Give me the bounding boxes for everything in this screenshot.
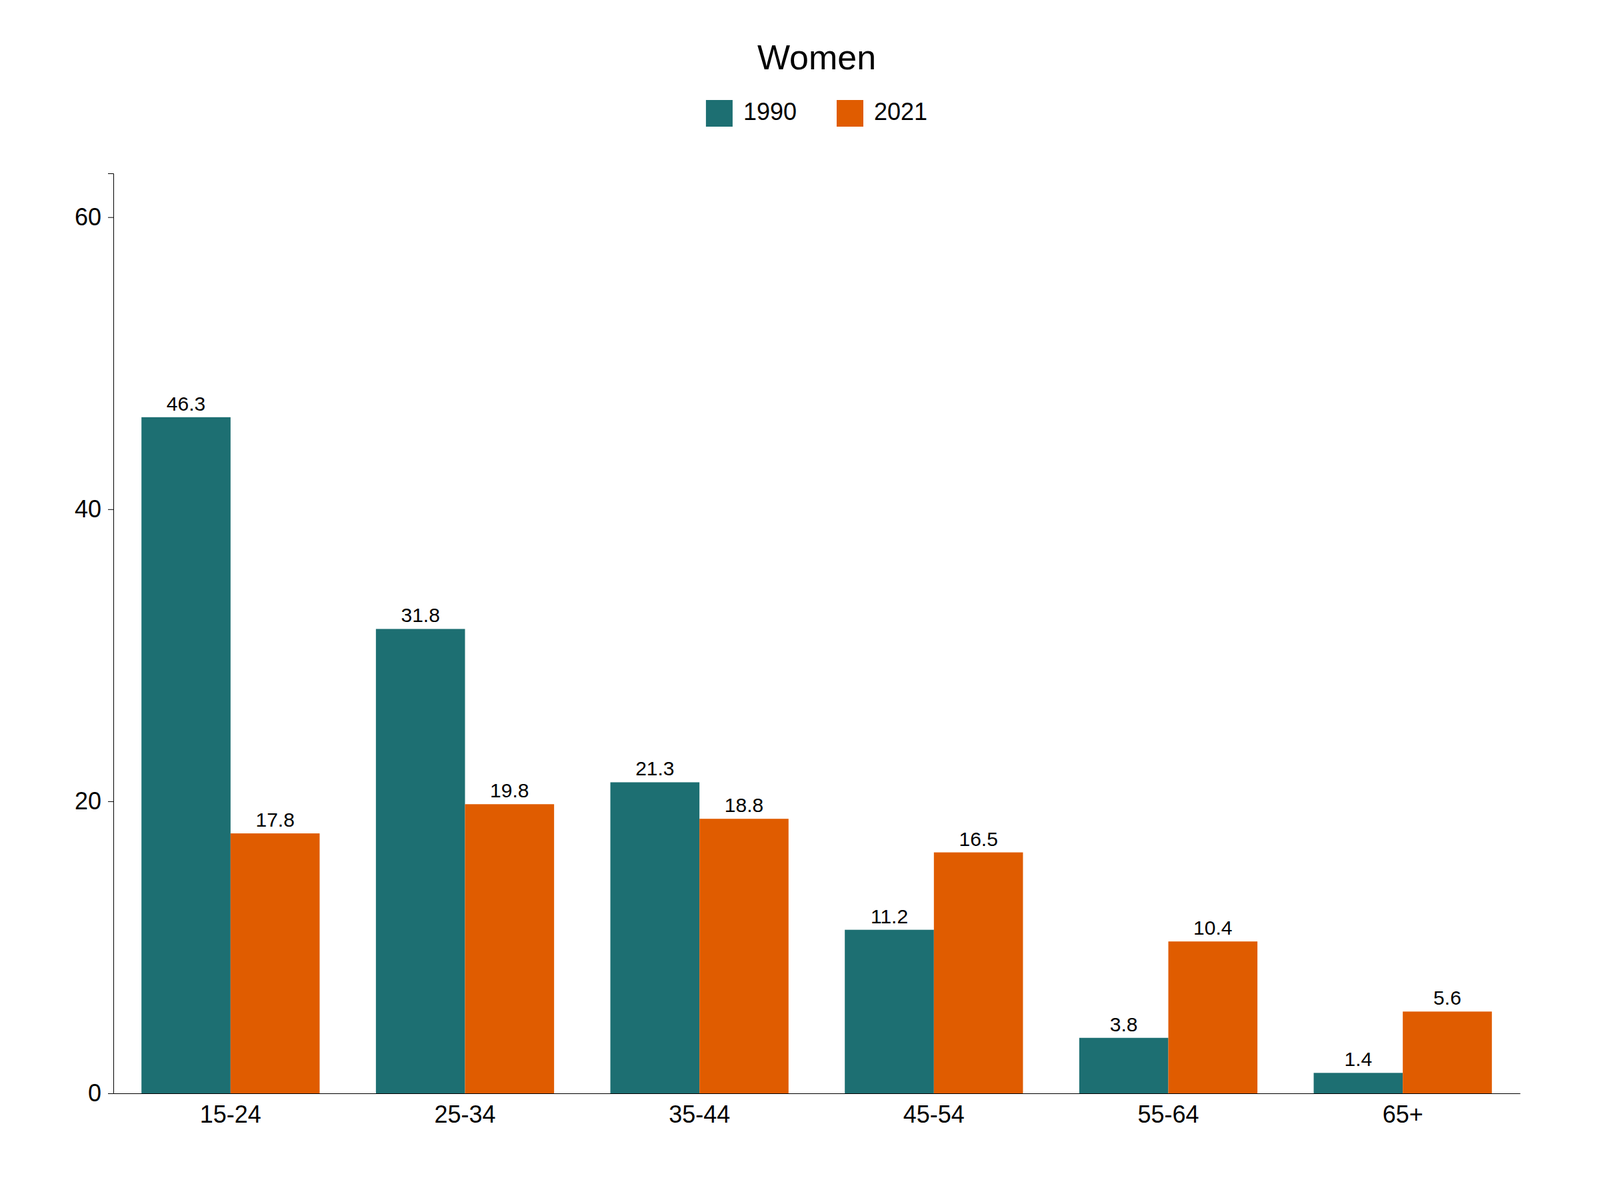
data-label: 11.2 [870,905,908,928]
data-label: 16.5 [958,828,998,850]
x-tick: 55-64 [1137,1100,1199,1128]
x-tick: 45-54 [903,1100,965,1128]
legend-label: 1990 [743,98,797,126]
bar [844,930,934,1094]
x-axis-line [114,1093,1521,1094]
bar [376,628,466,1094]
data-label: 10.4 [1193,916,1232,939]
title: Women [757,38,876,77]
legend-swatch [836,100,864,127]
x-axis: 15-24 25-34 35-44 45-54 55-64 65+ [114,1094,1521,1128]
data-label: 5.6 [1433,986,1462,1009]
bar [141,417,231,1094]
data-label: 21.3 [635,757,674,780]
plot: 46.3 31.8 21.3 11.2 3.8 1.4 17.8 19.8 18.8 16.5 10… [74,174,1521,1128]
bar [465,804,555,1094]
data-label: 18.8 [724,794,764,816]
x-tick: 25-34 [434,1100,496,1128]
x-tick: 35-44 [668,1100,730,1128]
y-tick-mark [108,1093,114,1094]
y-tick: 20 [74,787,114,815]
bar [230,833,320,1094]
bar [610,782,700,1094]
y-tick-label: 60 [74,203,102,231]
x-tick-label: 35-44 [668,1100,730,1128]
data-label: 3.8 [1110,1013,1138,1036]
y-tick: 0 [88,1079,114,1107]
data-label: 1.4 [1344,1048,1372,1070]
data-label: 17.8 [255,808,294,831]
y-tick-mark [108,217,114,218]
bar [699,818,789,1094]
legend: 1990 2021 [706,98,928,127]
y-tick: 60 [74,203,114,231]
bar [1079,1038,1169,1094]
legend-swatch [706,100,733,127]
y-tick-label: 0 [88,1079,102,1107]
bar [1402,1011,1492,1094]
x-tick-label: 45-54 [903,1100,965,1128]
data-labels: 46.3 31.8 21.3 11.2 3.8 1.4 17.8 19.8 18.8 16.5 10… [166,392,1462,1071]
legend-item: 2021 [836,98,928,127]
bar [1314,1072,1404,1094]
data-label: 46.3 [166,392,206,415]
x-tick: 65+ [1382,1100,1424,1128]
data-label: 19.8 [490,779,529,802]
legend-item: 1990 [706,98,797,127]
bar [934,852,1024,1094]
y-tick-mark [108,509,114,510]
series [141,417,1403,1094]
y-tick-label: 40 [74,495,102,523]
x-tick-label: 15-24 [200,1100,262,1128]
y-tick-label: 20 [74,787,102,815]
series [230,804,1492,1094]
data-label: 31.8 [400,604,440,626]
y-axis: 0 20 40 60 [74,174,114,1108]
y-axis-line [108,174,114,1094]
y-tick: 40 [74,495,114,523]
legend-label: 2021 [874,98,928,126]
bar [1168,941,1258,1094]
x-tick-label: 65+ [1382,1100,1424,1128]
y-tick-mark [108,801,114,802]
x-tick: 15-24 [200,1100,262,1128]
x-tick-label: 25-34 [434,1100,496,1128]
x-tick-label: 55-64 [1137,1100,1199,1128]
chart: Women 46.3 31.8 21.3 11.2 3.8 1.4 17.8 19.8 18.8 1… [0,0,1600,1200]
bars [141,417,1492,1094]
